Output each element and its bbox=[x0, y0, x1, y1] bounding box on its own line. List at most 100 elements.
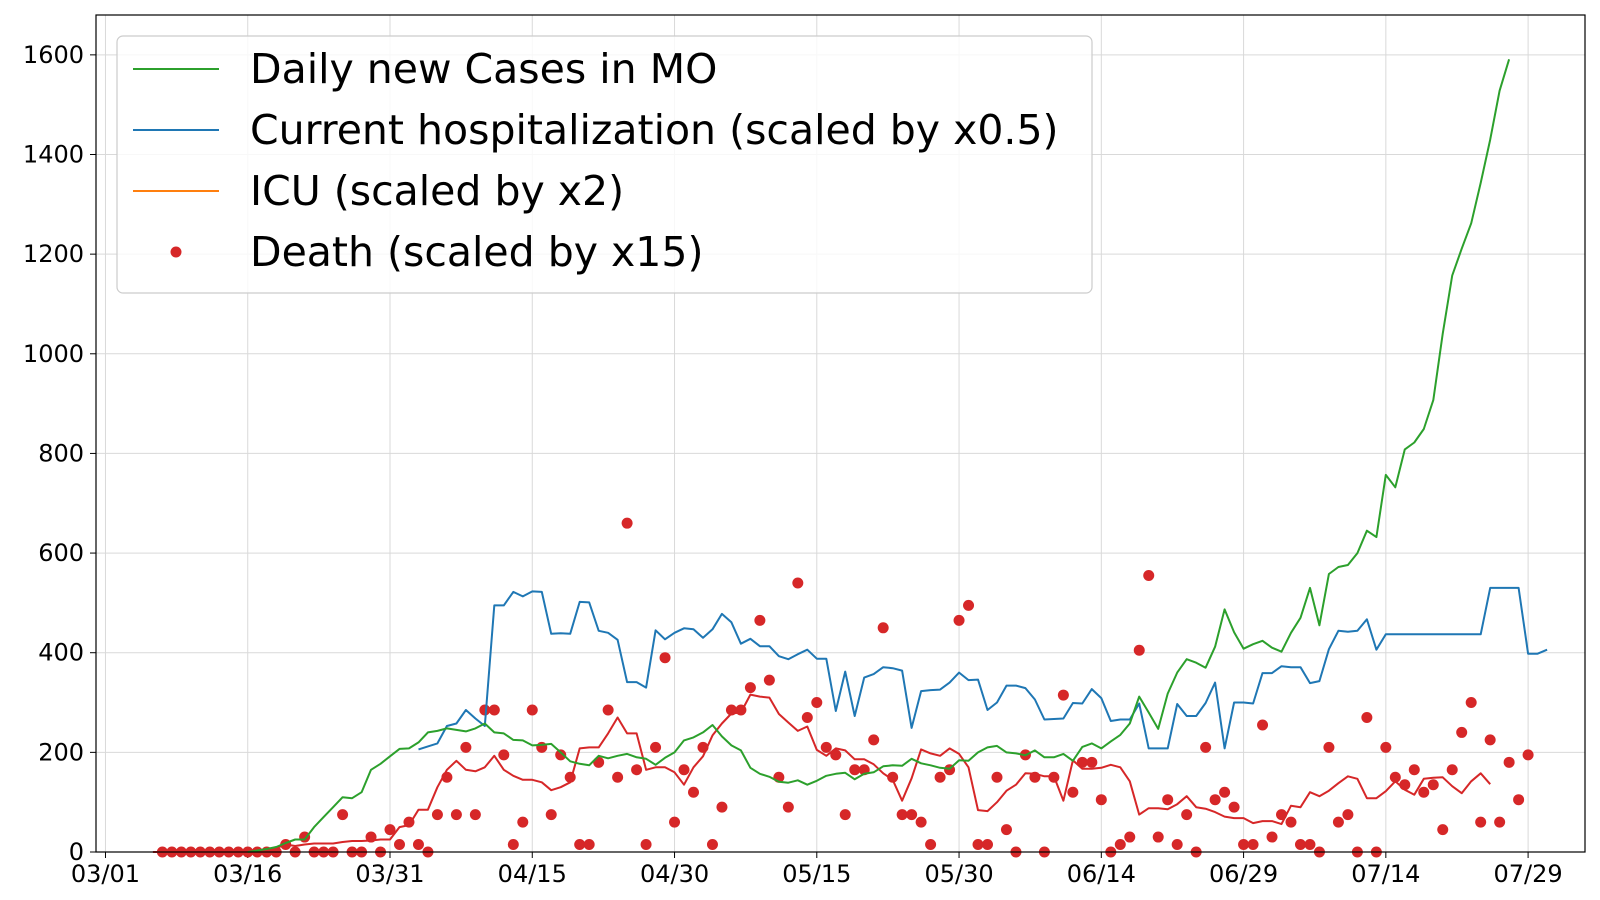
death-point bbox=[1086, 756, 1098, 768]
death-point bbox=[583, 839, 595, 851]
legend-swatch-death bbox=[170, 246, 182, 258]
death-point bbox=[906, 809, 918, 821]
death-point bbox=[820, 741, 832, 753]
death-point bbox=[1503, 756, 1515, 768]
death-point bbox=[1513, 794, 1525, 806]
legend-label-death: Death (scaled by x15) bbox=[250, 228, 703, 276]
y-tick-label: 1200 bbox=[23, 240, 84, 268]
death-point bbox=[612, 771, 624, 783]
x-tick-label: 04/30 bbox=[640, 860, 709, 888]
death-point bbox=[754, 614, 766, 626]
death-point bbox=[1143, 569, 1155, 581]
death-point bbox=[526, 704, 538, 716]
x-tick-label: 04/15 bbox=[498, 860, 567, 888]
death-point bbox=[1181, 809, 1193, 821]
death-point bbox=[1057, 689, 1069, 701]
death-point bbox=[659, 652, 671, 664]
death-point bbox=[650, 741, 662, 753]
death-point bbox=[1228, 801, 1240, 813]
death-point bbox=[972, 839, 984, 851]
death-point bbox=[782, 801, 794, 813]
death-point bbox=[1427, 779, 1439, 791]
death-point bbox=[1304, 839, 1316, 851]
death-point bbox=[517, 816, 529, 828]
death-point bbox=[1200, 741, 1212, 753]
x-tick-label: 03/31 bbox=[355, 860, 424, 888]
death-point bbox=[412, 839, 424, 851]
x-tick-label: 03/16 bbox=[213, 860, 282, 888]
death-point bbox=[602, 704, 614, 716]
death-point bbox=[1494, 816, 1506, 828]
death-point bbox=[1209, 794, 1221, 806]
death-point bbox=[934, 771, 946, 783]
death-point bbox=[1456, 726, 1468, 738]
y-tick-label: 200 bbox=[38, 738, 84, 766]
death-point bbox=[678, 764, 690, 776]
legend: Daily new Cases in MO Current hospitaliz… bbox=[116, 35, 1093, 294]
death-average-line bbox=[152, 693, 1491, 853]
death-point bbox=[1418, 786, 1430, 798]
death-point bbox=[337, 809, 349, 821]
death-point bbox=[621, 517, 633, 529]
death-point bbox=[479, 704, 491, 716]
death-point bbox=[1361, 711, 1373, 723]
death-point bbox=[469, 809, 481, 821]
death-point bbox=[877, 622, 889, 634]
death-point bbox=[849, 764, 861, 776]
legend-label-hospitalization: Current hospitalization (scaled by x0.5) bbox=[250, 106, 1059, 154]
death-point bbox=[1171, 839, 1183, 851]
y-tick-label: 0 bbox=[69, 838, 84, 866]
death-point bbox=[801, 711, 813, 723]
death-point bbox=[1124, 831, 1136, 843]
death-point bbox=[1465, 697, 1477, 709]
y-tick-label: 1600 bbox=[23, 41, 84, 69]
death-point bbox=[460, 741, 472, 753]
death-point bbox=[1133, 644, 1145, 656]
legend-box bbox=[116, 35, 1093, 294]
axis-ticks: 03/01 03/16 03/31 04/15 04/30 05/15 05/30 06/14… bbox=[23, 41, 1563, 888]
death-point bbox=[393, 839, 405, 851]
death-point bbox=[982, 839, 994, 851]
death-point bbox=[545, 809, 557, 821]
death-point bbox=[925, 839, 937, 851]
death-point bbox=[1380, 741, 1392, 753]
legend-label-icu: ICU (scaled by x2) bbox=[250, 167, 624, 215]
x-tick-label: 06/14 bbox=[1067, 860, 1136, 888]
death-point bbox=[1285, 816, 1297, 828]
death-point bbox=[1162, 794, 1174, 806]
y-tick-label: 1000 bbox=[23, 340, 84, 368]
death-point bbox=[1247, 839, 1259, 851]
death-point bbox=[1484, 734, 1496, 746]
legend-label-cases: Daily new Cases in MO bbox=[250, 45, 717, 93]
death-point bbox=[687, 786, 699, 798]
death-point bbox=[830, 749, 842, 761]
x-tick-label: 05/30 bbox=[924, 860, 993, 888]
death-point bbox=[896, 809, 908, 821]
death-point bbox=[640, 839, 652, 851]
death-point bbox=[498, 749, 510, 761]
death-point bbox=[669, 816, 681, 828]
death-point bbox=[706, 839, 718, 851]
death-point bbox=[555, 749, 567, 761]
y-tick-label: 1400 bbox=[23, 141, 84, 169]
death-point bbox=[431, 809, 443, 821]
death-point bbox=[887, 771, 899, 783]
y-tick-label: 600 bbox=[38, 539, 84, 567]
death-point bbox=[1067, 786, 1079, 798]
death-point bbox=[450, 809, 462, 821]
death-point bbox=[488, 704, 500, 716]
death-point bbox=[1389, 771, 1401, 783]
death-point bbox=[963, 599, 975, 611]
death-point bbox=[1522, 749, 1534, 761]
y-tick-label: 800 bbox=[38, 439, 84, 467]
death-point bbox=[1266, 831, 1278, 843]
x-tick-label: 07/14 bbox=[1351, 860, 1420, 888]
death-point bbox=[1095, 794, 1107, 806]
y-tick-label: 400 bbox=[38, 639, 84, 667]
death-point bbox=[1446, 764, 1458, 776]
death-point bbox=[384, 824, 396, 836]
death-point bbox=[953, 614, 965, 626]
death-point bbox=[1342, 809, 1354, 821]
